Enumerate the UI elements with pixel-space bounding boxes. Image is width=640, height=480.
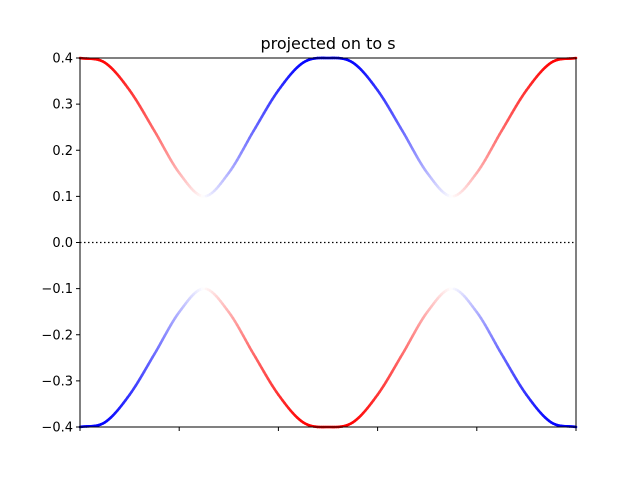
y-tick-label: −0.1 xyxy=(41,282,73,297)
y-tick-label: −0.2 xyxy=(41,328,73,343)
series-layer xyxy=(78,56,578,429)
y-tick-label: 0.1 xyxy=(52,190,73,205)
chart-title: projected on to s xyxy=(260,34,395,53)
y-tick-label: 0.0 xyxy=(52,236,73,251)
y-tick-label: 0.2 xyxy=(52,144,73,159)
y-tick-label: 0.3 xyxy=(52,98,73,113)
y-tick-label: −0.3 xyxy=(41,374,73,389)
y-tick-label: 0.4 xyxy=(52,52,73,67)
axes-layer: −0.4 −0.3 −0.2 −0.1 0.0 0.1 0.2 0.3 0.4 xyxy=(41,52,577,436)
y-tick-label: −0.4 xyxy=(41,421,73,436)
